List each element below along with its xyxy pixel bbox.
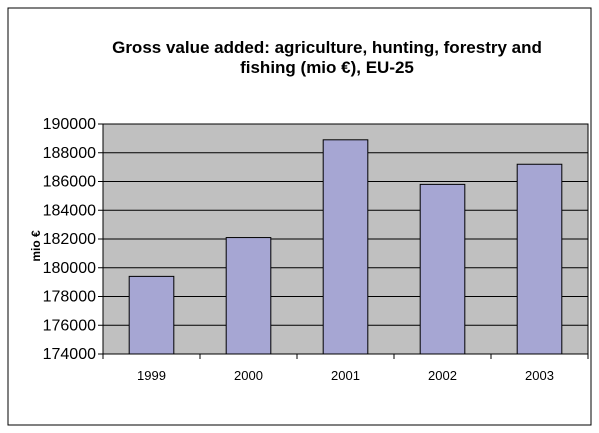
x-tick-label: 2001: [331, 368, 360, 383]
y-tick-label: 188000: [43, 145, 96, 162]
y-tick-label: 178000: [43, 289, 96, 306]
y-tick-label: 174000: [43, 346, 96, 363]
chart-title-line-2: fishing (mio €), EU-25: [240, 58, 414, 77]
y-tick-label: 182000: [43, 231, 96, 248]
y-tick-labels: 174000 176000 178000 180000 182000 184000 1860…: [43, 116, 96, 363]
y-tick-label: 190000: [43, 116, 96, 133]
axis-tick-marks: [98, 123, 589, 359]
x-tick-labels: 1999 2000 2001 2002 2003: [137, 368, 554, 383]
chart-title-line-1: Gross value added: agriculture, hunting,…: [112, 38, 542, 57]
bar-2002: [419, 183, 466, 355]
plot-frame: [102, 123, 589, 355]
bar-1999: [128, 275, 175, 355]
bar-2003: [516, 163, 563, 355]
x-tick-label: 1999: [137, 368, 166, 383]
y-tick-label: 176000: [43, 317, 96, 334]
x-tick-label: 2002: [428, 368, 457, 383]
bar-2000: [225, 237, 272, 355]
x-tick-label: 2003: [525, 368, 554, 383]
y-axis-label: mio €: [29, 230, 43, 262]
y-tick-label: 186000: [43, 174, 96, 191]
y-tick-label: 180000: [43, 260, 96, 277]
y-tick-label: 184000: [43, 202, 96, 219]
x-tick-label: 2000: [234, 368, 263, 383]
bar-2001: [322, 139, 369, 355]
